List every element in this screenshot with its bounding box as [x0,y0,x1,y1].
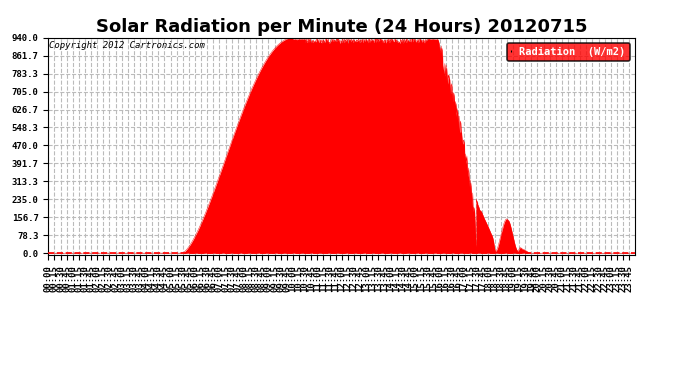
Legend: Radiation  (W/m2): Radiation (W/m2) [506,43,629,61]
Title: Solar Radiation per Minute (24 Hours) 20120715: Solar Radiation per Minute (24 Hours) 20… [96,18,587,36]
Text: Copyright 2012 Cartronics.com: Copyright 2012 Cartronics.com [50,41,206,50]
